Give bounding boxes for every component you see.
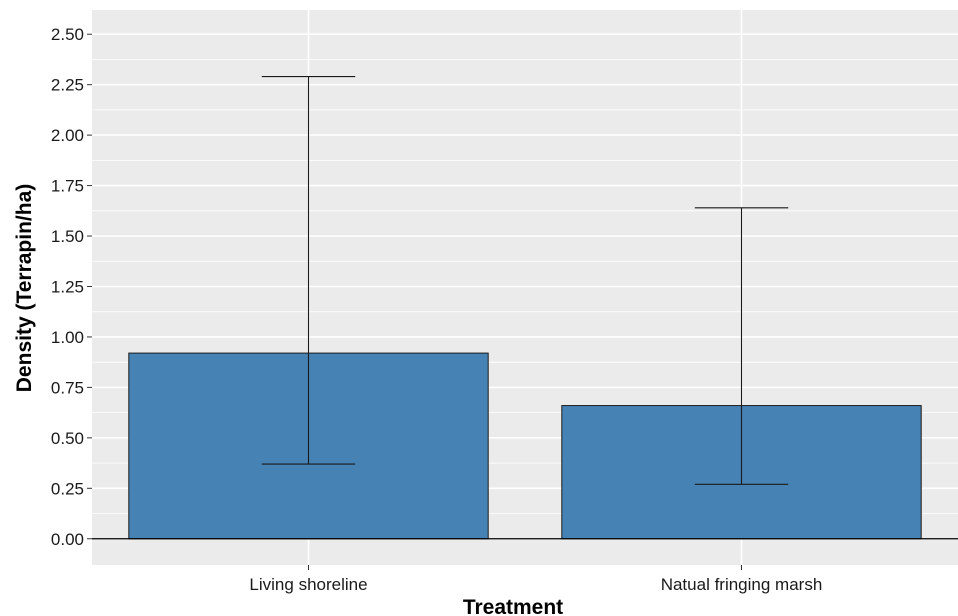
y-tick-label: 2.50 (51, 25, 84, 44)
x-axis-ticks: Living shoreline Natual fringing marsh (249, 565, 822, 594)
y-tick-label: 2.00 (51, 126, 84, 145)
y-axis-ticks: 0.00 0.25 0.50 0.75 1.00 1.25 1.50 1.75 2.00 2.25… (51, 25, 92, 549)
y-tick-label: 0.25 (51, 479, 84, 498)
y-tick-label: 1.00 (51, 328, 84, 347)
y-tick-label: 1.25 (51, 277, 84, 296)
x-tick-label: Living shoreline (249, 575, 367, 594)
y-tick-label: 0.00 (51, 530, 84, 549)
x-tick-label: Natual fringing marsh (661, 575, 823, 594)
x-axis-title: Treatment (463, 596, 563, 616)
y-tick-label: 1.50 (51, 227, 84, 246)
y-tick-label: 0.50 (51, 429, 84, 448)
y-tick-label: 1.75 (51, 177, 84, 196)
y-axis-title: Density (Terrapin/ha) (13, 184, 36, 392)
y-tick-label: 2.25 (51, 76, 84, 95)
error-bars (261, 76, 789, 485)
y-tick-label: 0.75 (51, 378, 84, 397)
